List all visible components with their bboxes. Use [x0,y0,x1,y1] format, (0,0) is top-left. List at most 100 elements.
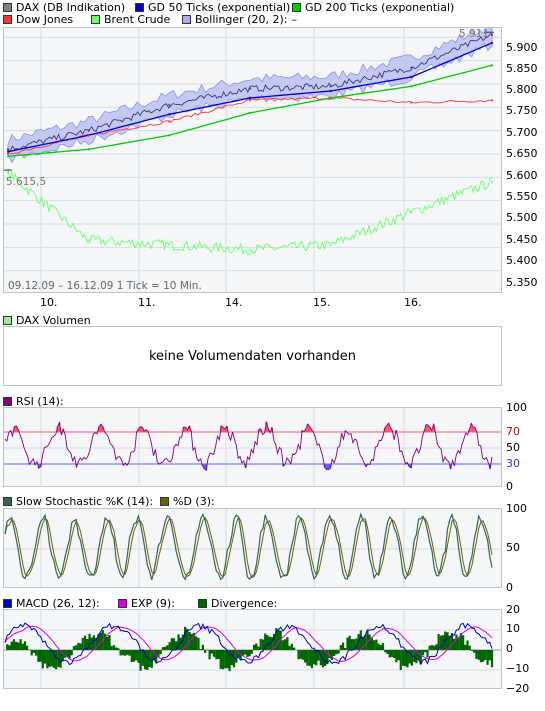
x-tick-label: 14. [225,296,243,309]
data-point [410,211,413,214]
x-tick-label: 16. [404,296,422,309]
data-point [168,113,171,116]
data-point [6,152,10,156]
data-point [168,243,171,247]
legend-divergence[interactable]: Divergence: [198,596,277,610]
legend-swatch [3,315,12,325]
y-tick-label: 100 [506,401,527,414]
data-point [490,180,494,184]
data-point [6,171,10,174]
legend-dow-jones[interactable]: Dow Jones [3,12,73,26]
data-point [6,150,10,153]
legend-gd200[interactable]: GD 200 Ticks (exponential) [292,0,454,14]
legend-swatch [118,598,127,608]
data-point [6,148,10,151]
legend-swatch [135,2,144,12]
legend-dax[interactable]: DAX (DB Indikation) [3,0,125,14]
y-tick-label: 5.800 [506,83,538,96]
legend-stoch-d[interactable]: %D (3): [160,494,215,508]
data-point [248,99,252,102]
macd-line [4,622,493,666]
y-tick-label: 5.750 [506,104,538,117]
y-tick-label: 5.700 [506,126,538,139]
y-tick-label: −20 [506,682,530,695]
legend-slow-stoch-k[interactable]: Slow Stochastic %K (14): [3,494,153,508]
stoch-chart-svg [4,509,501,587]
x-tick-label: 11. [138,296,156,309]
data-point [6,155,10,158]
y-tick-label: 0 [506,480,513,493]
data-point [87,148,90,151]
macd-divergence-bars [6,626,494,672]
y-tick-label: 5.650 [506,147,538,160]
legend-label: %D (3): [173,494,215,508]
main-chart-svg [4,28,501,292]
y-tick-label: 5.350 [506,276,538,289]
legend-gd50[interactable]: GD 50 Ticks (exponential) [135,0,290,14]
y-tick-label: 50 [506,541,520,554]
y-tick-label: 100 [506,502,527,515]
data-point [329,85,332,88]
legend-brent-crude[interactable]: Brent Crude [91,12,170,26]
y-tick-label: 20 [506,603,520,616]
legend-swatch [91,14,100,24]
legend-bollinger[interactable]: Bollinger (20, 2): – [182,12,297,26]
rsi-overbought-fill [9,421,477,432]
data-point [248,96,252,100]
data-point [410,85,413,88]
y-tick-label: 10 [506,622,520,635]
main-chart-panel: 5.911 5.615,5 09.12.09 – 16.12.09 1 Tick… [3,27,502,293]
data-point [490,41,494,45]
y-tick-label: −10 [506,662,530,675]
legend-label: EXP (9): [131,596,175,610]
y-tick-label: 5.900 [506,41,538,54]
high-label: 5.911 [458,28,489,40]
data-point [87,129,90,132]
stoch-k-line [4,512,493,581]
bollinger-band [7,28,493,164]
legend-rsi[interactable]: RSI (14): [3,394,64,408]
legend-label: RSI (14): [16,394,64,408]
legend-value: – [291,12,297,26]
y-tick-label: 0 [506,642,513,655]
stoch-d-line [4,515,493,579]
legend-label: DAX (DB Indikation) [16,0,126,14]
legend-label: DAX Volumen [16,313,91,327]
x-tick-label: 15. [313,296,331,309]
y-tick-label: 5.850 [506,62,538,75]
data-point [410,66,413,69]
macd-chart-svg [4,610,501,688]
data-point [329,243,332,247]
rsi-oversold-fill [28,464,492,471]
data-point [87,134,90,137]
legend-label: Bollinger (20, 2): [195,12,288,26]
legend-exp[interactable]: EXP (9): [118,596,175,610]
low-label: 5.615,5 [6,176,47,188]
no-volume-message: keine Volumendaten vorhanden [148,348,357,364]
legend-swatch [3,396,12,406]
rsi-line [4,420,493,472]
data-point [87,239,90,242]
data-point [329,89,332,93]
legend-label: Dow Jones [16,12,74,26]
data-point [329,96,332,100]
legend-volume[interactable]: DAX Volumen [3,313,91,327]
y-tick-label: 5.450 [506,233,538,246]
volume-panel: keine Volumendaten vorhanden [3,326,502,386]
legend-label: Divergence: [211,596,278,610]
y-tick-label: 5.550 [506,190,538,203]
legend-macd[interactable]: MACD (26, 12): [3,596,100,610]
y-tick-label: 0 [506,581,513,594]
series-line [7,168,492,256]
legend-swatch [182,14,191,24]
data-point [248,111,252,115]
macd-panel [3,609,502,689]
data-point [490,33,494,37]
stoch-panel [3,508,502,588]
y-tick-label: 5.600 [506,169,538,182]
data-point [410,75,413,79]
legend-swatch [3,598,12,608]
y-tick-label: 5.500 [506,211,538,224]
legend-swatch [3,496,12,506]
data-point [248,87,252,90]
